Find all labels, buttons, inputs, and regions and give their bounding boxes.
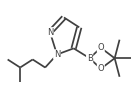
Text: N: N xyxy=(54,50,60,59)
Text: B: B xyxy=(87,54,93,63)
Text: O: O xyxy=(97,64,104,73)
Text: O: O xyxy=(97,43,104,52)
Text: N: N xyxy=(47,28,53,37)
